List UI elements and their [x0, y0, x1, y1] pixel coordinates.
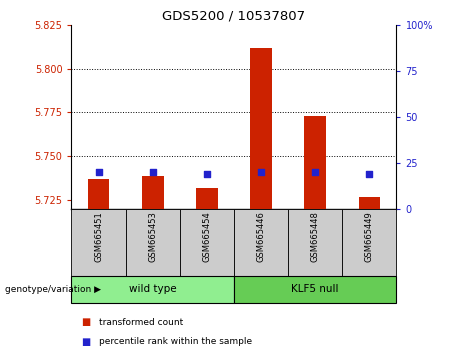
- Point: [149, 169, 156, 175]
- Bar: [196, 188, 218, 209]
- Text: GSM665454: GSM665454: [202, 211, 212, 262]
- Text: ■: ■: [81, 317, 90, 327]
- Text: percentile rank within the sample: percentile rank within the sample: [99, 337, 252, 346]
- Point: [366, 171, 373, 177]
- Text: GSM665449: GSM665449: [365, 211, 374, 262]
- Text: GSM665446: GSM665446: [256, 211, 266, 262]
- Bar: [304, 116, 326, 209]
- Text: wild type: wild type: [129, 284, 177, 295]
- Bar: [342, 209, 396, 276]
- Bar: [234, 276, 396, 303]
- Text: GSM665453: GSM665453: [148, 211, 157, 262]
- Text: KLF5 null: KLF5 null: [291, 284, 339, 295]
- Text: ■: ■: [81, 337, 90, 347]
- Point: [312, 169, 319, 175]
- Text: GSM665451: GSM665451: [94, 211, 103, 262]
- Bar: [359, 196, 380, 209]
- Text: GSM665448: GSM665448: [311, 211, 320, 262]
- Title: GDS5200 / 10537807: GDS5200 / 10537807: [162, 9, 306, 22]
- Bar: [125, 209, 180, 276]
- Point: [257, 169, 265, 175]
- Bar: [250, 47, 272, 209]
- Bar: [88, 179, 109, 209]
- Bar: [71, 209, 125, 276]
- Point: [203, 171, 211, 177]
- Point: [95, 169, 102, 175]
- Bar: [71, 276, 234, 303]
- Bar: [288, 209, 342, 276]
- Bar: [180, 209, 234, 276]
- Text: genotype/variation ▶: genotype/variation ▶: [5, 285, 100, 294]
- Bar: [234, 209, 288, 276]
- Bar: [142, 176, 164, 209]
- Text: transformed count: transformed count: [99, 318, 183, 327]
